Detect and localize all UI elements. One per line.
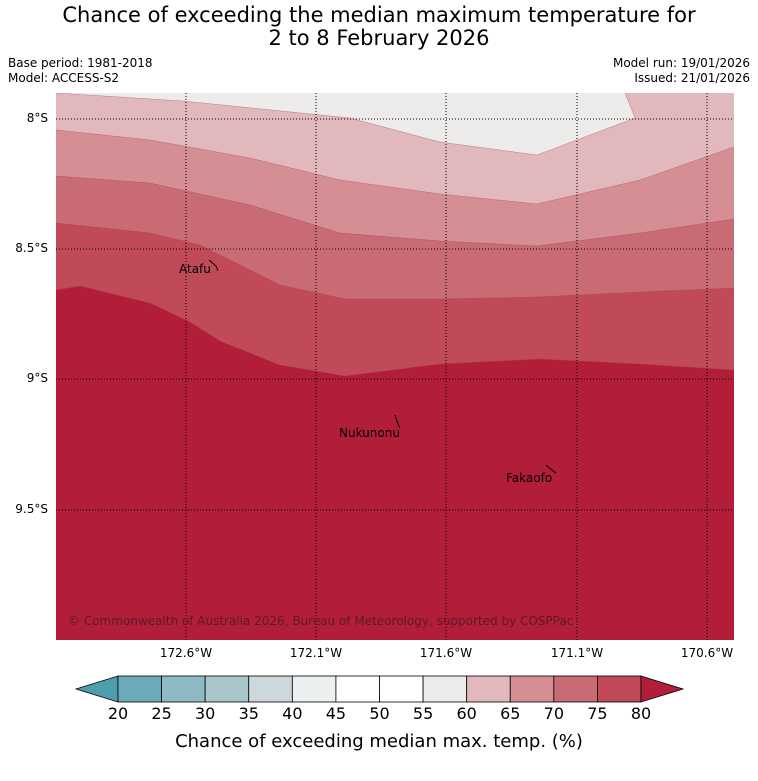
colorbar-tick-label: 20 [107, 704, 129, 723]
colorbar-cell [291, 675, 337, 703]
colorbar-tick-label: 45 [325, 704, 347, 723]
lat-label-8-5s: 8.5°S [15, 241, 48, 255]
atoll-outlines [208, 259, 557, 474]
nukunonu-atoll [394, 414, 401, 429]
colorbar-cell [379, 675, 424, 703]
lat-label-9-5s: 9.5°S [15, 502, 48, 516]
place-atafu: Atafu [179, 262, 211, 276]
place-nukunonu: Nukunonu [339, 426, 400, 440]
band-outlines [56, 93, 734, 377]
colorbar-title: Chance of exceeding median max. temp. (%… [175, 731, 583, 752]
colorbar-cell [466, 675, 511, 703]
colorbar-tick-label: 70 [543, 704, 565, 723]
lat-label-8s: 8°S [26, 111, 48, 125]
colorbar-tick-label: 40 [282, 704, 303, 723]
probability-bands [56, 93, 734, 640]
meta-left: Base period: 1981-2018 Model: ACCESS-S2 [8, 56, 153, 86]
colorbar-high-extension [640, 675, 685, 703]
colorbar-tick-label: 80 [630, 704, 652, 723]
colorbar-tick-label: 25 [151, 704, 172, 723]
colorbar-cell [509, 675, 555, 703]
issued-date: Issued: 21/01/2026 [634, 71, 750, 85]
colorbar-cell [553, 675, 598, 703]
title-line-2: 2 to 8 February 2026 [268, 26, 490, 50]
title-line-1: Chance of exceeding the median maximum t… [62, 3, 696, 27]
colorbar-tick-label: 35 [238, 704, 259, 723]
colorbar-cell [161, 675, 206, 703]
meta-right: Model run: 19/01/2026 Issued: 21/01/2026 [613, 56, 750, 86]
lat-label-9s: 9°S [26, 371, 48, 385]
model-run: Model run: 19/01/2026 [612, 56, 750, 70]
lon-label-172-1w: 172.1°W [289, 646, 343, 660]
colorbar-tick-label: 75 [587, 704, 608, 723]
place-fakaofo: Fakaofo [506, 471, 553, 485]
colorbar-tick-label: 30 [194, 704, 216, 723]
graticule [56, 93, 734, 640]
atafu-atoll [208, 259, 219, 272]
colorbar-tick-label: 65 [500, 704, 521, 723]
colorbar-tick-label: 50 [369, 704, 390, 723]
model-name: Model: ACCESS-S2 [8, 71, 120, 85]
colorbar-cell [117, 675, 162, 703]
colorbar-tick-label: 55 [412, 704, 434, 723]
fakaofo-atoll [545, 464, 557, 474]
base-period: Base period: 1981-2018 [8, 56, 153, 70]
colorbar-cell [248, 675, 293, 703]
lon-label-172-6w: 172.6°W [159, 646, 213, 660]
map-title: Chance of exceeding the median maximum t… [0, 4, 758, 50]
colorbar-cell [422, 675, 468, 703]
lon-label-171-6w: 171.6°W [419, 646, 473, 660]
colorbar-cell [335, 675, 380, 703]
colorbar-cell [597, 675, 642, 703]
colorbar [74, 675, 685, 703]
band-above-80 [56, 286, 734, 640]
colorbar-tick-label: 60 [456, 704, 477, 723]
colorbar-low-extension [74, 675, 119, 703]
copyright-notice: © Commonwealth of Australia 2026, Bureau… [68, 614, 574, 628]
lon-label-170-6w: 170.6°W [680, 646, 734, 660]
colorbar-cell [204, 675, 250, 703]
lon-label-171-1w: 171.1°W [550, 646, 604, 660]
